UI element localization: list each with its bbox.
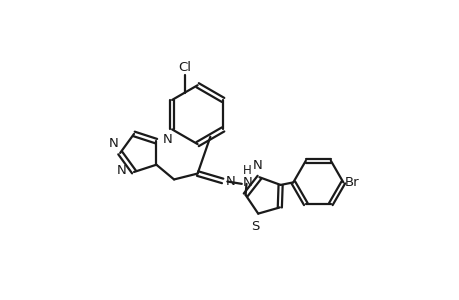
Text: Cl: Cl xyxy=(178,61,191,74)
Text: N: N xyxy=(243,176,252,189)
Text: S: S xyxy=(251,220,259,233)
Text: N: N xyxy=(117,164,126,177)
Text: Br: Br xyxy=(344,176,358,189)
Text: N: N xyxy=(252,159,262,172)
Text: H: H xyxy=(243,164,252,177)
Text: N: N xyxy=(162,133,172,146)
Text: N: N xyxy=(226,175,235,188)
Text: N: N xyxy=(109,137,118,150)
